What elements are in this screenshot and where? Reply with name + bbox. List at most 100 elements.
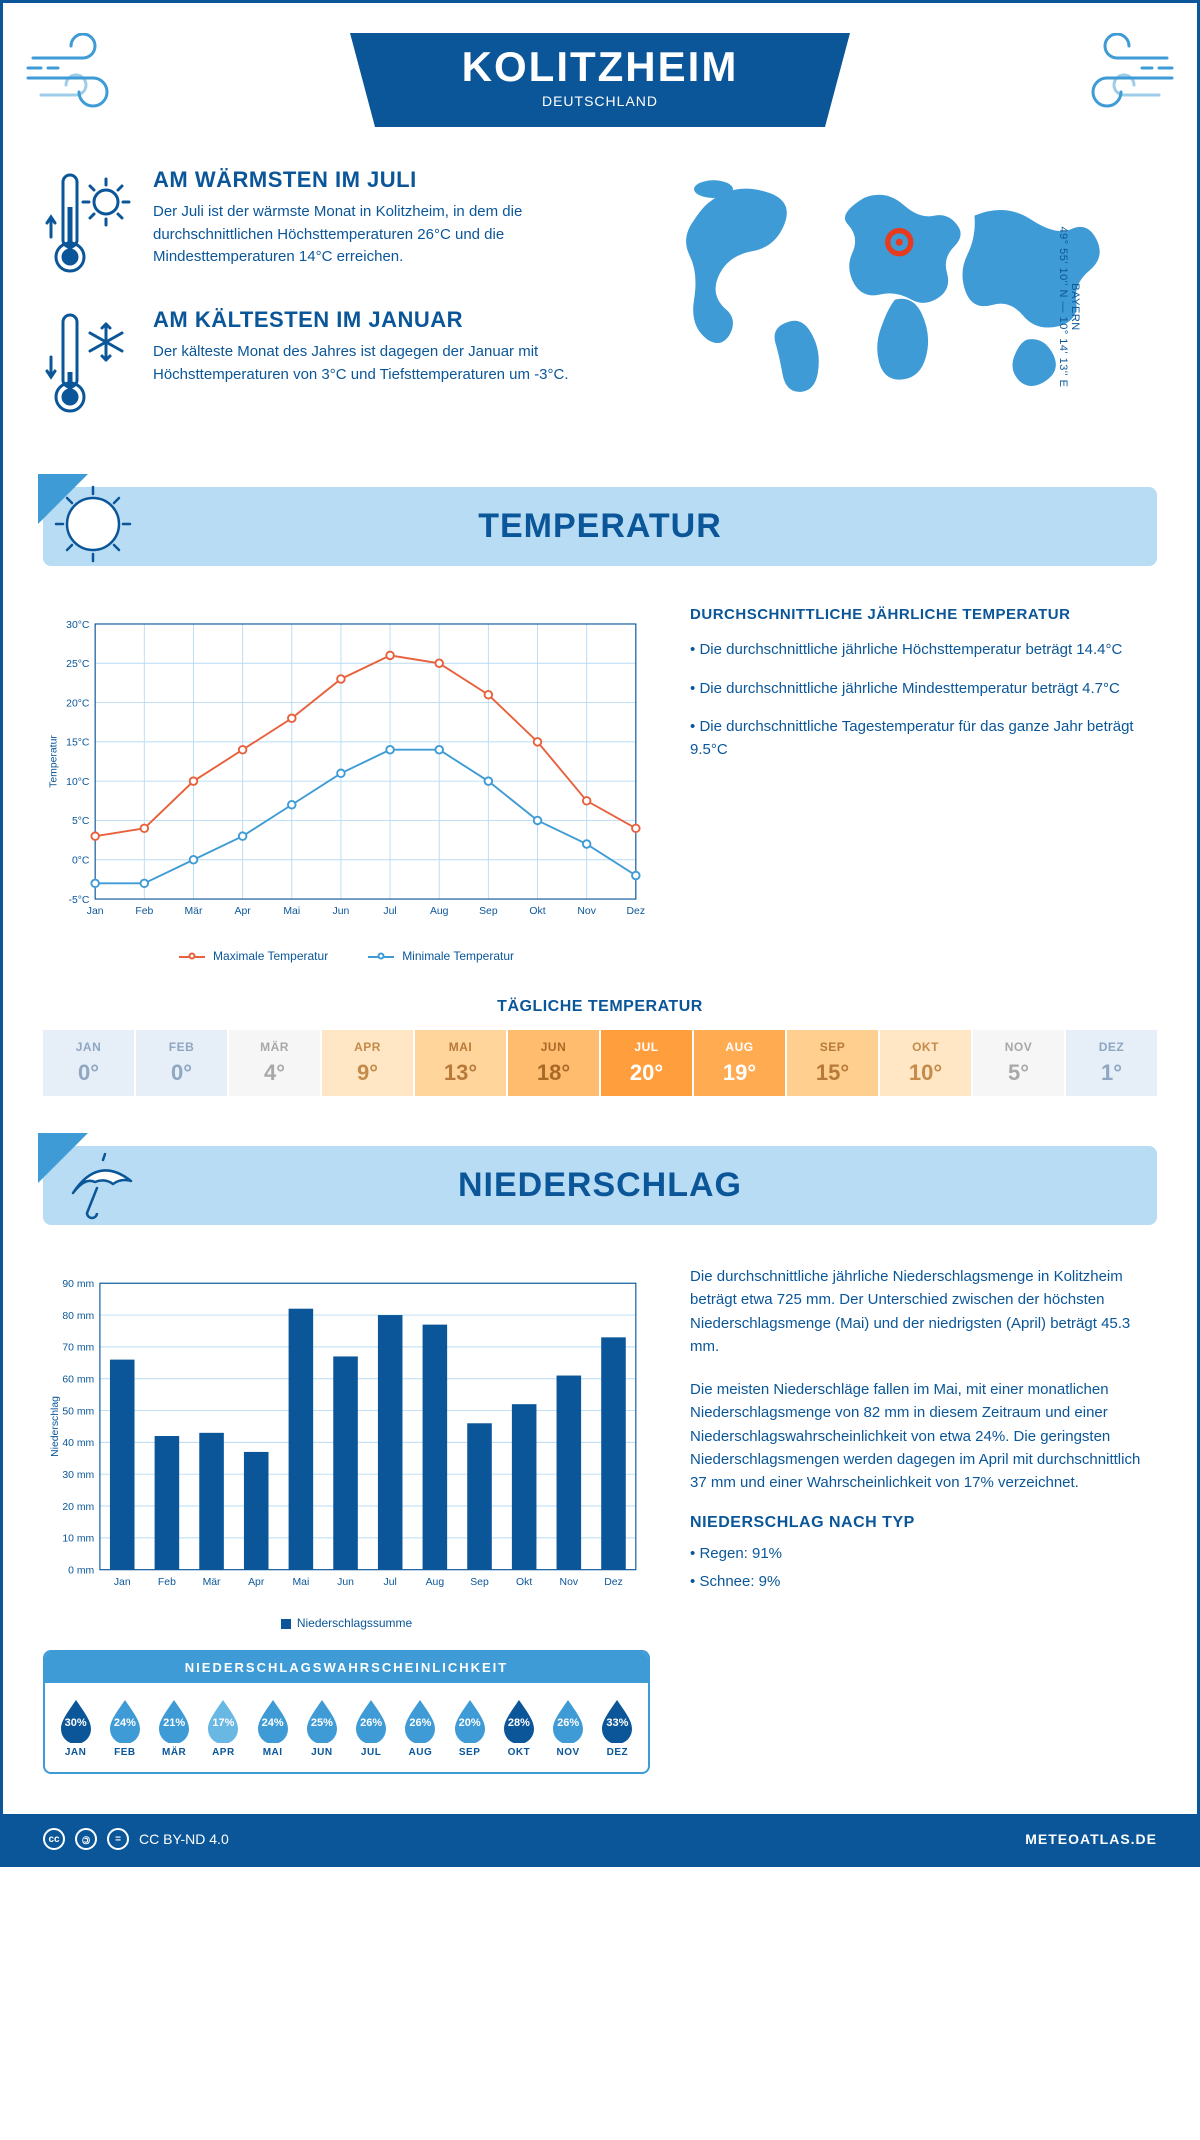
coords-value: 49° 55' 10'' N — 10° 14' 13'' E [1057, 226, 1069, 387]
temp-fact-bullet: • Die durchschnittliche jährliche Höchst… [690, 639, 1157, 662]
probability-cell: 28% OKT [494, 1697, 543, 1758]
daily-temp-cell: MAI13° [415, 1030, 508, 1096]
daily-temp-cell: JAN0° [43, 1030, 136, 1096]
section-banner-precipitation: NIEDERSCHLAG [43, 1146, 1157, 1225]
daily-temp-heatmap: JAN0° FEB0° MÄR4° APR9° MAI13° JUN18° JU… [43, 1030, 1157, 1096]
svg-text:30 mm: 30 mm [62, 1470, 94, 1481]
svg-text:-5°C: -5°C [69, 895, 90, 906]
svg-text:Niederschlag: Niederschlag [50, 1396, 61, 1457]
svg-text:Dez: Dez [627, 906, 646, 917]
line-chart-legend: Maximale Temperatur Minimale Temperatur [43, 949, 650, 963]
license-badges: cc 🄯 = CC BY-ND 4.0 [43, 1828, 229, 1850]
thermometer-cold-icon [43, 307, 133, 417]
daily-temp-cell: OKT10° [880, 1030, 973, 1096]
temperature-facts: DURCHSCHNITTLICHE JÄHRLICHE TEMPERATUR •… [690, 606, 1157, 963]
header: KOLITZHEIM DEUTSCHLAND [43, 33, 1157, 127]
temp-fact-bullet: • Die durchschnittliche jährliche Mindes… [690, 678, 1157, 701]
probability-cell: 26% AUG [396, 1697, 445, 1758]
warmest-fact: AM WÄRMSTEN IM JULI Der Juli ist der wär… [43, 167, 585, 277]
svg-text:Feb: Feb [135, 906, 153, 917]
temp-facts-title: DURCHSCHNITTLICHE JÄHRLICHE TEMPERATUR [690, 606, 1157, 623]
daily-temp-cell: APR9° [322, 1030, 415, 1096]
svg-text:Nov: Nov [577, 906, 596, 917]
temperature-section: -5°C0°C5°C10°C15°C20°C25°C30°CJanFebMärA… [43, 606, 1157, 963]
probability-cell: 21% MÄR [150, 1697, 199, 1758]
precip-type-item: • Regen: 91% [690, 1542, 1157, 1565]
probability-title: NIEDERSCHLAGSWAHRSCHEINLICHKEIT [45, 1652, 648, 1683]
svg-text:50 mm: 50 mm [62, 1406, 94, 1417]
daily-temp-cell: NOV5° [973, 1030, 1066, 1096]
infographic-page: KOLITZHEIM DEUTSCHLAND [0, 0, 1200, 1867]
daily-temp-cell: AUG19° [694, 1030, 787, 1096]
precip-paragraph: Die meisten Niederschläge fallen im Mai,… [690, 1378, 1157, 1494]
svg-text:15°C: 15°C [66, 738, 90, 749]
svg-text:90 mm: 90 mm [62, 1279, 94, 1290]
city-title: KOLITZHEIM [430, 43, 770, 91]
probability-cell: 25% JUN [297, 1697, 346, 1758]
section-title-temperature: TEMPERATUR [63, 507, 1137, 546]
svg-text:10°C: 10°C [66, 777, 90, 788]
svg-text:Aug: Aug [426, 1577, 445, 1588]
intro-facts: AM WÄRMSTEN IM JULI Der Juli ist der wär… [43, 167, 585, 447]
probability-cell: 24% FEB [100, 1697, 149, 1758]
warmest-title: AM WÄRMSTEN IM JULI [153, 167, 585, 193]
thermometer-hot-icon [43, 167, 133, 277]
svg-text:Temperatur: Temperatur [48, 735, 59, 788]
precipitation-bar-chart: 0 mm10 mm20 mm30 mm40 mm50 mm60 mm70 mm8… [43, 1265, 650, 1605]
precip-type-item: • Schnee: 9% [690, 1570, 1157, 1593]
coords-label: BAYERN 49° 55' 10'' N — 10° 14' 13'' E [1057, 197, 1081, 417]
probability-cell: 26% NOV [544, 1697, 593, 1758]
svg-text:10 mm: 10 mm [62, 1534, 94, 1545]
svg-text:Apr: Apr [248, 1577, 265, 1588]
svg-text:Jan: Jan [114, 1577, 131, 1588]
umbrella-icon [43, 1138, 153, 1228]
svg-text:70 mm: 70 mm [62, 1343, 94, 1354]
probability-cell: 26% JUL [347, 1697, 396, 1758]
svg-text:Mai: Mai [292, 1577, 309, 1588]
svg-text:Okt: Okt [516, 1577, 532, 1588]
svg-text:Sep: Sep [470, 1577, 489, 1588]
bar-chart-legend: Niederschlagssumme [43, 1616, 650, 1630]
svg-text:Okt: Okt [529, 906, 545, 917]
svg-text:Jul: Jul [383, 906, 396, 917]
intro-section: AM WÄRMSTEN IM JULI Der Juli ist der wär… [43, 167, 1157, 447]
svg-text:Jun: Jun [333, 906, 350, 917]
daily-temp-cell: DEZ1° [1066, 1030, 1157, 1096]
map-area: BAYERN 49° 55' 10'' N — 10° 14' 13'' E [615, 167, 1157, 447]
svg-text:0°C: 0°C [72, 856, 90, 867]
wind-icon [1057, 33, 1177, 113]
probability-cell: 17% APR [199, 1697, 248, 1758]
svg-text:30°C: 30°C [66, 620, 90, 631]
cc-icon: cc [43, 1828, 65, 1850]
svg-text:Feb: Feb [158, 1577, 176, 1588]
svg-text:Mai: Mai [283, 906, 300, 917]
warmest-text: Der Juli ist der wärmste Monat in Kolitz… [153, 201, 585, 269]
license-label: CC BY-ND 4.0 [139, 1831, 229, 1847]
svg-text:60 mm: 60 mm [62, 1375, 94, 1386]
svg-text:Apr: Apr [235, 906, 252, 917]
daily-temp-title: TÄGLICHE TEMPERATUR [43, 998, 1157, 1016]
svg-text:40 mm: 40 mm [62, 1438, 94, 1449]
bar-legend-label: Niederschlagssumme [297, 1616, 412, 1630]
coldest-title: AM KÄLTESTEN IM JANUAR [153, 307, 585, 333]
daily-temp-cell: JUL20° [601, 1030, 694, 1096]
svg-text:Sep: Sep [479, 906, 498, 917]
probability-cell: 30% JAN [51, 1697, 100, 1758]
legend-max-label: Maximale Temperatur [213, 949, 328, 963]
precip-type-title: NIEDERSCHLAG NACH TYP [690, 1514, 1157, 1532]
nd-icon: = [107, 1828, 129, 1850]
probability-cell: 24% MAI [248, 1697, 297, 1758]
precipitation-text: Die durchschnittliche jährliche Niedersc… [690, 1265, 1157, 1774]
temperature-line-chart: -5°C0°C5°C10°C15°C20°C25°C30°CJanFebMärA… [43, 606, 650, 963]
probability-cell: 33% DEZ [593, 1697, 642, 1758]
probability-cell: 20% SEP [445, 1697, 494, 1758]
section-title-precipitation: NIEDERSCHLAG [63, 1166, 1137, 1205]
daily-temp-cell: FEB0° [136, 1030, 229, 1096]
svg-text:Jul: Jul [384, 1577, 397, 1588]
section-banner-temperature: TEMPERATUR [43, 487, 1157, 566]
svg-text:Dez: Dez [604, 1577, 623, 1588]
svg-text:Aug: Aug [430, 906, 449, 917]
daily-temp-cell: SEP15° [787, 1030, 880, 1096]
precip-paragraph: Die durchschnittliche jährliche Niedersc… [690, 1265, 1157, 1358]
daily-temp-cell: JUN18° [508, 1030, 601, 1096]
